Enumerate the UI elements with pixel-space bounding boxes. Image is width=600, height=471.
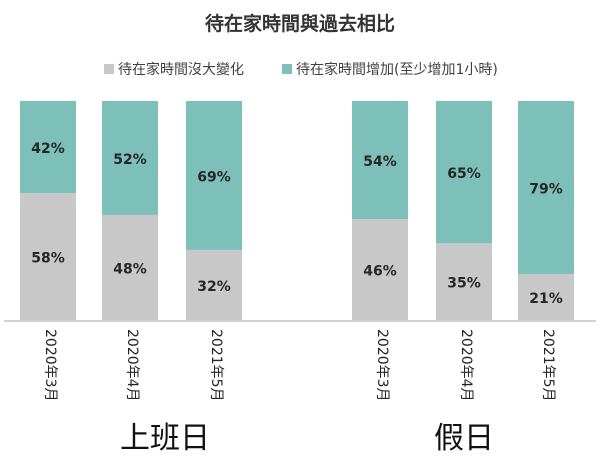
bar-value-label-no-change-4: 46% (363, 264, 397, 280)
bar-segment-no-change-5 (436, 243, 492, 320)
bar-segment-increase-4 (352, 101, 408, 220)
bars-layer (20, 101, 574, 320)
bar-segment-increase-1 (20, 101, 76, 193)
legend-swatch-no-change (104, 64, 114, 74)
category-tick-label-4: 2020年3月 (374, 329, 390, 402)
bar-value-label-increase-6: 79% (529, 182, 563, 198)
legend-swatch-increase (282, 64, 292, 74)
bar-segment-increase-2 (102, 101, 158, 215)
bar-segment-no-change-6 (518, 274, 574, 320)
bar-value-label-increase-2: 52% (113, 152, 147, 168)
bar-segment-no-change-4 (352, 219, 408, 320)
bar-value-label-increase-3: 69% (197, 169, 231, 185)
bar-value-label-increase-5: 65% (447, 166, 481, 182)
category-tick-label-2: 2020年4月 (124, 329, 140, 402)
bar-labels-layer: 58% 42% 48% 52% 32% 69% 46% 54% 35% 65% 21% 79% (31, 141, 563, 307)
bar-segment-no-change-3 (186, 249, 242, 320)
bar-value-label-no-change-2: 48% (113, 261, 147, 277)
tick-labels-layer: 2020年3月 2020年4月 2021年5月 2020年3月 2020年4月 2021年… (42, 329, 556, 402)
bar-segment-increase-3 (186, 101, 242, 250)
category-tick-label-1: 2020年3月 (42, 329, 58, 402)
bar-value-label-no-change-1: 58% (31, 250, 65, 266)
category-tick-label-5: 2020年4月 (458, 329, 474, 402)
legend: 待在家時間沒大變化 待在家時間增加(至少增加1小時) (104, 61, 498, 78)
group-label-holiday: 假日 (434, 421, 494, 456)
bar-value-label-no-change-6: 21% (529, 291, 563, 307)
category-tick-label-6: 2021年5月 (540, 329, 556, 402)
bar-segment-no-change-1 (20, 192, 76, 320)
bar-value-label-increase-4: 54% (363, 154, 397, 170)
bar-value-label-no-change-3: 32% (197, 279, 231, 295)
group-label-workday: 上班日 (120, 421, 210, 456)
bar-segment-increase-5 (436, 101, 492, 244)
bar-value-label-no-change-5: 35% (447, 276, 481, 292)
bar-segment-no-change-2 (102, 214, 158, 320)
chart-title: 待在家時間與過去相比 (205, 12, 395, 35)
category-tick-label-3: 2021年5月 (208, 329, 224, 402)
legend-label-increase: 待在家時間增加(至少增加1小時) (296, 61, 498, 78)
bar-value-label-increase-1: 42% (31, 141, 65, 157)
legend-label-no-change: 待在家時間沒大變化 (118, 61, 244, 78)
bar-segment-increase-6 (518, 101, 574, 275)
